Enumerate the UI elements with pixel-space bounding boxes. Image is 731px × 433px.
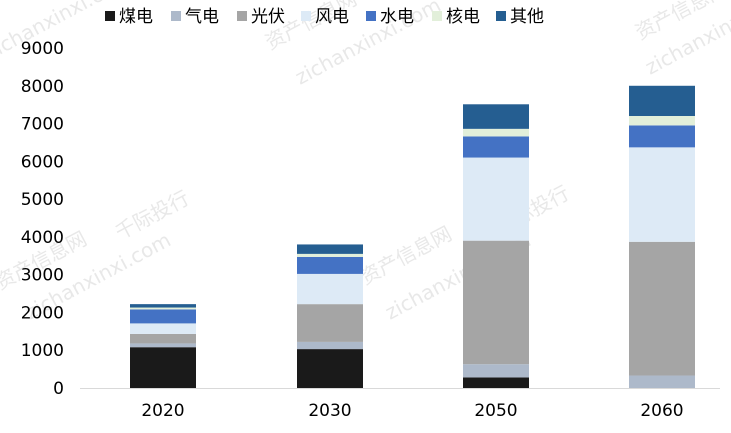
bar-2030-风电 — [297, 273, 363, 305]
bar-2050-风电 — [463, 157, 529, 241]
bar-2020-气电 — [130, 343, 196, 348]
y-tick-label-8: 8000 — [21, 77, 64, 97]
legend-swatch-1 — [171, 11, 181, 21]
x-category-label-2: 2050 — [474, 401, 517, 421]
y-tick-label-6: 6000 — [21, 152, 64, 172]
bar-2050-其他 — [463, 104, 529, 129]
x-category-label-3: 2060 — [640, 401, 683, 421]
y-tick-label-1: 1000 — [21, 341, 64, 361]
legend-swatch-2 — [237, 11, 247, 21]
bar-2060-其他 — [629, 85, 695, 116]
y-tick-label-5: 5000 — [21, 190, 64, 210]
x-category-label-1: 2030 — [308, 401, 351, 421]
bar-2020-煤电 — [130, 347, 196, 388]
bar-2060-水电 — [629, 125, 695, 148]
legend-swatch-5 — [432, 11, 442, 21]
legend-swatch-6 — [496, 11, 506, 21]
bar-2030-气电 — [297, 341, 363, 350]
bar-2020-核电 — [130, 307, 196, 310]
bar-2060-核电 — [629, 116, 695, 126]
bar-2020-风电 — [130, 323, 196, 334]
bar-2030-水电 — [297, 256, 363, 274]
bar-2060-光伏 — [629, 241, 695, 376]
x-axis: 2020 2030 2050 2060 — [80, 388, 720, 421]
bar-2050-光伏 — [463, 240, 529, 365]
bar-2060-风电 — [629, 147, 695, 242]
legend-label-5: 核电 — [446, 7, 480, 27]
bar-2030-光伏 — [297, 304, 363, 342]
bar-2030-其他 — [297, 244, 363, 254]
bar-2030-煤电 — [297, 349, 363, 388]
bar-2050-煤电 — [463, 377, 529, 388]
legend-label-2: 光伏 — [251, 7, 285, 27]
y-tick-label-4: 4000 — [21, 228, 64, 248]
y-tick-label-9: 9000 — [21, 39, 64, 59]
bar-2050-水电 — [463, 136, 529, 158]
legend-label-1: 气电 — [185, 7, 219, 27]
bars — [130, 85, 695, 388]
legend-swatch-4 — [366, 11, 376, 21]
y-tick-label-2: 2000 — [21, 303, 64, 323]
bar-2060-气电 — [629, 375, 695, 388]
y-tick-label-7: 7000 — [21, 115, 64, 135]
legend-swatch-0 — [105, 11, 115, 21]
bar-2050-气电 — [463, 364, 529, 378]
bar-2050-核电 — [463, 128, 529, 137]
legend-label-0: 煤电 — [119, 7, 153, 27]
x-category-label-0: 2020 — [141, 401, 184, 421]
y-axis: 0 1000 2000 3000 4000 5000 6000 7000 8000 9000 — [21, 39, 64, 399]
bar-2020-其他 — [130, 304, 196, 308]
legend-label-3: 风电 — [315, 7, 349, 27]
legend-label-6: 其他 — [510, 7, 544, 27]
y-tick-label-0: 0 — [53, 379, 64, 399]
bar-2030-核电 — [297, 253, 363, 257]
bar-2020-水电 — [130, 309, 196, 324]
legend: 煤电 气电 光伏 风电 水电 核电 其他 — [105, 7, 544, 27]
legend-swatch-3 — [301, 11, 311, 21]
y-tick-label-3: 3000 — [21, 266, 64, 286]
bar-2020-光伏 — [130, 333, 196, 344]
legend-label-4: 水电 — [380, 7, 414, 27]
